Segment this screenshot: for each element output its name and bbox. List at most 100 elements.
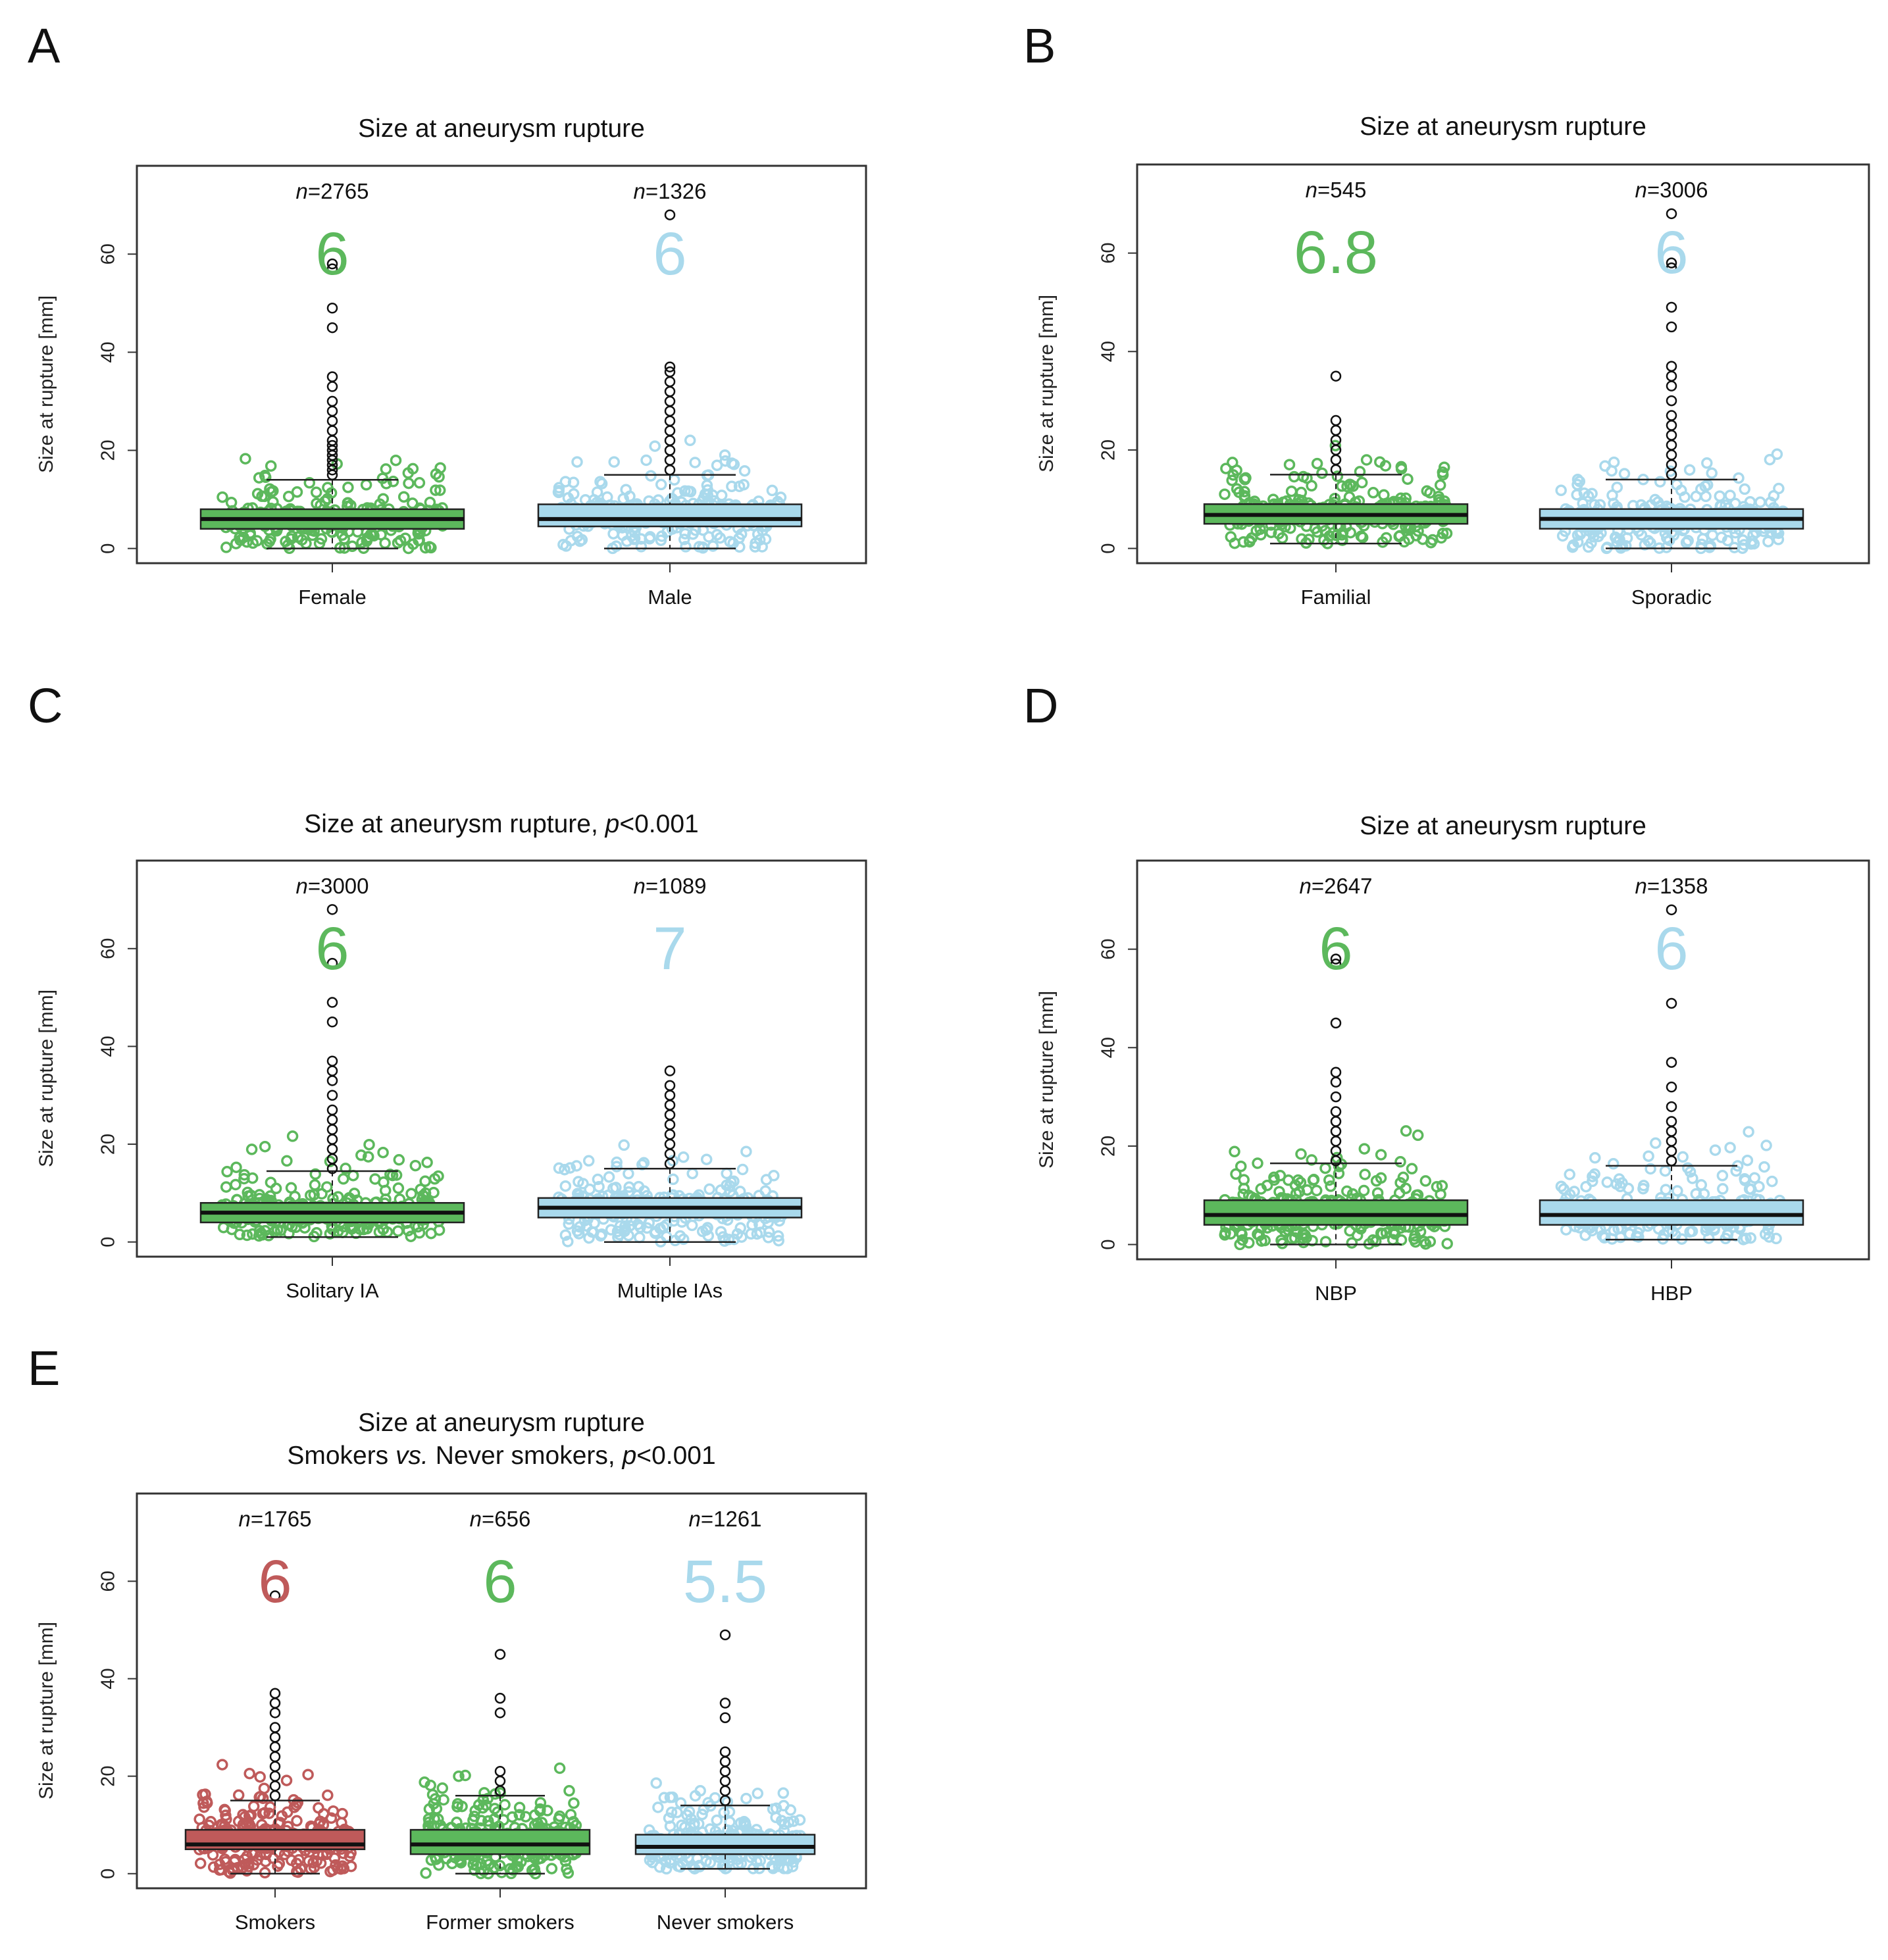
data-point [308, 1189, 320, 1201]
data-point [1744, 495, 1756, 508]
n-italic: n [1635, 874, 1646, 898]
data-point [767, 1803, 779, 1815]
data-point [1618, 468, 1631, 480]
y-tick-label: 60 [98, 243, 119, 264]
outlier-point [1666, 410, 1677, 421]
category-label: Familial [1301, 586, 1371, 609]
panel-letter: D [1023, 678, 1058, 733]
data-point [1319, 1236, 1332, 1247]
data-point [253, 472, 265, 484]
data-point [684, 434, 696, 447]
data-point [608, 456, 620, 468]
data-point [668, 474, 680, 486]
data-point [303, 477, 316, 489]
outlier-point [1330, 1067, 1342, 1078]
data-point [288, 1801, 300, 1813]
outlier-point [664, 361, 676, 372]
y-axis-label: Size at rupture [mm] [1036, 991, 1058, 1168]
outlier-point [664, 386, 676, 397]
data-point [230, 1161, 242, 1173]
outlier-point [664, 455, 676, 466]
data-point [1398, 536, 1410, 548]
data-point [1400, 1125, 1412, 1137]
data-point [1367, 487, 1379, 499]
data-point [424, 1779, 436, 1792]
data-point [1419, 1175, 1432, 1187]
data-point [1616, 1177, 1628, 1189]
data-point [1645, 537, 1656, 549]
n-value: =2647 [1312, 874, 1373, 898]
data-point [1310, 1184, 1323, 1197]
data-point [217, 1759, 228, 1771]
data-point [693, 541, 705, 553]
n-value: =1261 [701, 1507, 762, 1531]
data-point [494, 1859, 506, 1872]
group-never-smokers: Never smokers n=1261 5.5 [634, 1507, 816, 1934]
data-point [422, 1813, 435, 1825]
outlier-point [1330, 415, 1342, 426]
data-point [286, 1130, 299, 1142]
data-point [562, 1236, 574, 1247]
data-point [635, 533, 647, 545]
data-point [390, 454, 402, 466]
outlier-point [664, 425, 676, 436]
group-male: Male n=1326 6 [537, 179, 803, 609]
data-point [628, 526, 641, 539]
data-point [313, 1802, 324, 1814]
data-point [1709, 1144, 1722, 1156]
outlier-point [664, 1090, 676, 1101]
n-value: =1089 [646, 874, 707, 898]
data-point [553, 1810, 566, 1822]
chart-subtitle: Smokers vs. Never smokers, p<0.001 [287, 1442, 715, 1470]
data-point [1737, 1234, 1750, 1245]
data-point [1762, 536, 1774, 547]
data-point [403, 477, 415, 490]
group-hbp: HBP n=1358 6 [1539, 874, 1804, 1305]
n-value: =2765 [308, 179, 369, 203]
data-point [1680, 536, 1693, 549]
data-point [1252, 1228, 1263, 1240]
title-text: Size at aneurysm rupture [358, 1409, 645, 1437]
data-point [565, 534, 577, 547]
data-point [607, 528, 619, 540]
data-point [1700, 490, 1712, 503]
data-point [1724, 490, 1736, 501]
data-point [347, 1169, 359, 1182]
data-point [1722, 534, 1734, 547]
data-point [571, 1160, 582, 1172]
outlier-point [269, 1751, 281, 1763]
data-point [735, 528, 748, 540]
outlier-point [1330, 370, 1342, 382]
data-point [221, 1166, 233, 1178]
y-tick-label: 20 [1098, 1136, 1119, 1157]
data-point [1639, 539, 1651, 551]
outlier-point [719, 1746, 731, 1757]
outlier-point [1330, 953, 1342, 965]
data-point [230, 1178, 242, 1191]
data-point [664, 1792, 676, 1803]
data-point [707, 540, 719, 552]
outlier-point [1666, 1126, 1677, 1137]
data-point [489, 1803, 501, 1815]
data-point [611, 1156, 623, 1168]
outlier-point [664, 1080, 676, 1092]
data-point [459, 1769, 471, 1782]
data-point [738, 465, 751, 477]
data-point [1650, 1137, 1662, 1149]
data-point [1237, 1188, 1249, 1201]
group-female: Female n=2765 6 [199, 179, 465, 609]
n-italic: n [238, 1507, 250, 1531]
y-axis-label: Size at rupture [mm] [36, 295, 57, 473]
data-point [1683, 464, 1696, 476]
group-nbp: NBP n=2647 6 [1203, 874, 1469, 1305]
data-point [1307, 1174, 1319, 1186]
outliers [1666, 208, 1677, 480]
data-point [325, 1812, 338, 1824]
data-point [513, 1809, 526, 1821]
data-point [511, 1854, 523, 1867]
outlier-point [1666, 1081, 1677, 1093]
data-point [640, 454, 652, 466]
data-point [259, 1867, 271, 1879]
title-text: Size at aneurysm rupture [1360, 113, 1646, 141]
data-point [413, 477, 426, 489]
